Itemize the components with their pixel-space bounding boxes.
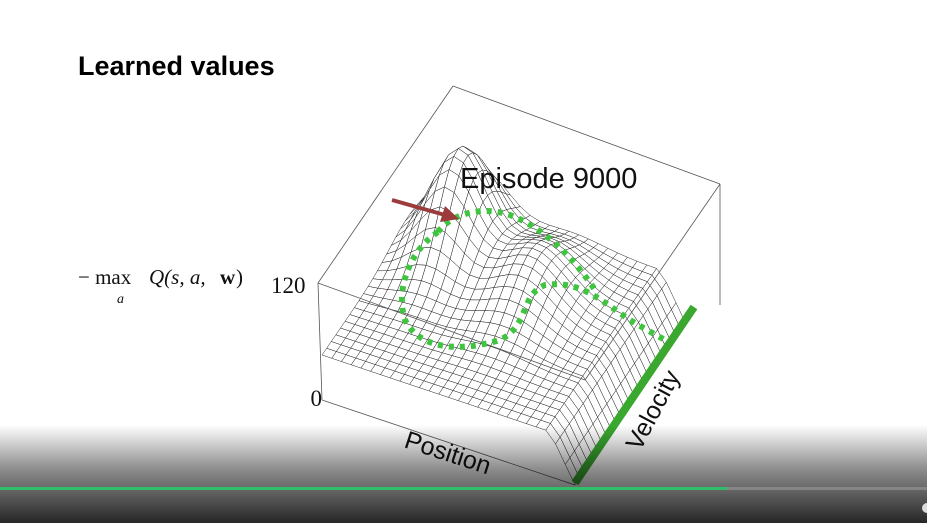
player-shade	[0, 425, 927, 523]
z-tick: 0	[311, 386, 323, 411]
progress-played[interactable]	[0, 487, 727, 490]
arrow-head	[440, 206, 459, 222]
arrow	[391, 198, 446, 217]
z-tick: 120	[271, 273, 306, 298]
z-label-prefix: − max	[78, 265, 132, 289]
z-label-sub: a	[117, 292, 124, 307]
trajectory	[398, 208, 677, 350]
surface-mesh	[321, 145, 687, 486]
z-label-main: Q(s, a,	[149, 265, 206, 289]
plot-label: Episode 9000	[460, 163, 637, 195]
z-axis-label: − max a Q(s, a, w )	[78, 265, 243, 307]
z-label-end: )	[236, 265, 243, 289]
z-label-bold: w	[220, 265, 236, 289]
plot-box-back	[317, 85, 721, 401]
slide-title: Learned values	[78, 51, 275, 81]
player-control[interactable]	[922, 503, 927, 513]
